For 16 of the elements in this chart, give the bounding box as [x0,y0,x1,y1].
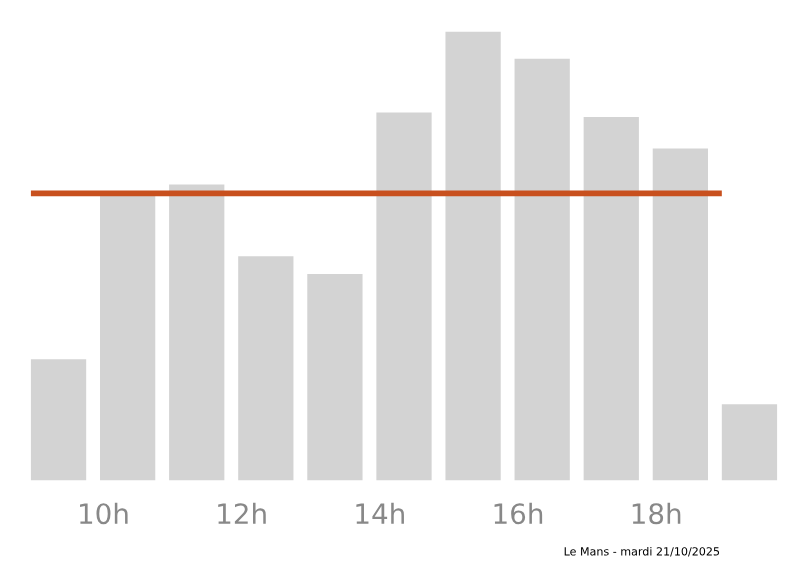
x-tick-label: 14h [356,502,404,524]
bar [445,31,501,481]
x-tick-label: 10h [80,502,128,525]
bar [583,117,639,481]
x-tick-label: 16h [494,502,543,525]
bar [514,58,570,481]
x-tick-label: 12h [218,502,266,524]
bar [238,256,294,481]
bar [376,112,432,481]
bar [100,193,156,481]
x-tick-label: 18h [632,502,681,525]
bar [30,359,87,481]
bar [169,184,225,481]
bar [307,274,363,481]
bar [721,404,778,481]
bar [652,148,708,481]
